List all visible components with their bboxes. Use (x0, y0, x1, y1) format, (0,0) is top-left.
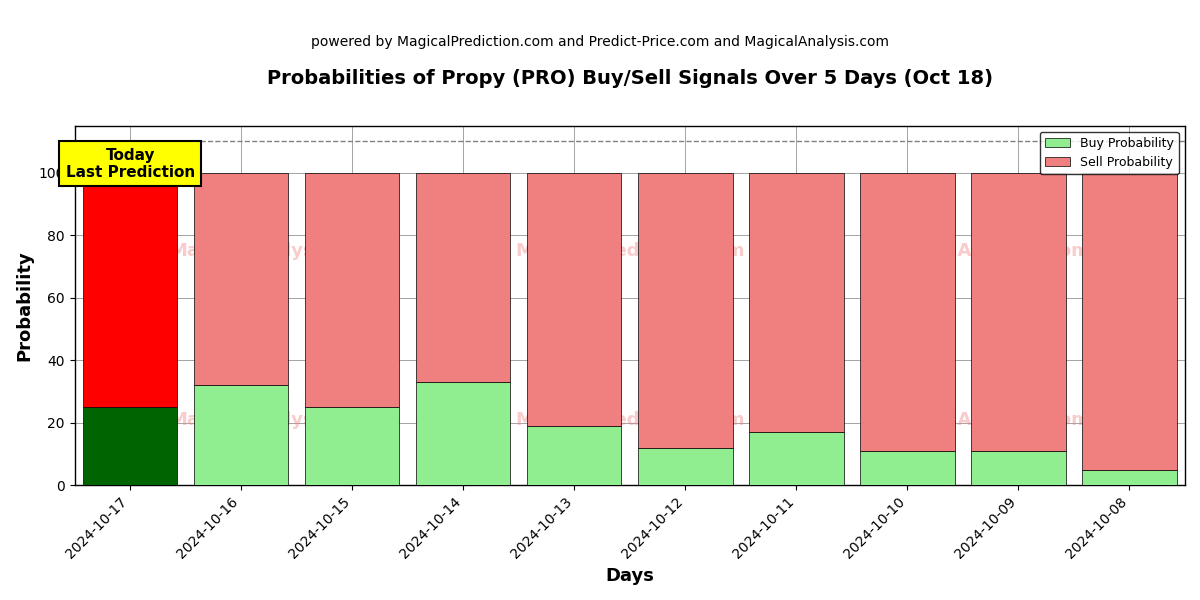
Bar (971, 173, 1066, 451)
Legend: Buy Probability, Sell Probability: Buy Probability, Sell Probability (1040, 132, 1178, 174)
Bar (416, 173, 510, 382)
Text: MagicalPrediction.com: MagicalPrediction.com (515, 412, 744, 430)
Bar (416, 382, 510, 485)
Bar (83, 407, 178, 485)
Title: Probabilities of Propy (PRO) Buy/Sell Signals Over 5 Days (Oct 18): Probabilities of Propy (PRO) Buy/Sell Si… (266, 69, 992, 88)
Bar (305, 407, 400, 485)
Text: Today
Last Prediction: Today Last Prediction (66, 148, 194, 180)
Bar (971, 451, 1066, 485)
Bar (83, 173, 178, 407)
Bar (527, 173, 622, 426)
Bar (638, 173, 732, 448)
Bar (749, 432, 844, 485)
Text: MagicalPrediction.com: MagicalPrediction.com (515, 242, 744, 260)
Text: MagicalAnalysis.com: MagicalAnalysis.com (881, 412, 1090, 430)
Bar (194, 173, 288, 385)
Bar (749, 173, 844, 432)
Text: powered by MagicalPrediction.com and Predict-Price.com and MagicalAnalysis.com: powered by MagicalPrediction.com and Pre… (311, 35, 889, 49)
Y-axis label: Probability: Probability (16, 250, 34, 361)
Bar (527, 426, 622, 485)
Text: MagicalAnalysis.com: MagicalAnalysis.com (169, 242, 379, 260)
Bar (194, 385, 288, 485)
Bar (860, 173, 955, 451)
Bar (1082, 470, 1177, 485)
Bar (1082, 173, 1177, 470)
X-axis label: Days: Days (605, 567, 654, 585)
Bar (638, 448, 732, 485)
Text: MagicalAnalysis.com: MagicalAnalysis.com (169, 412, 379, 430)
Bar (305, 173, 400, 407)
Text: MagicalAnalysis.com: MagicalAnalysis.com (881, 242, 1090, 260)
Bar (860, 451, 955, 485)
